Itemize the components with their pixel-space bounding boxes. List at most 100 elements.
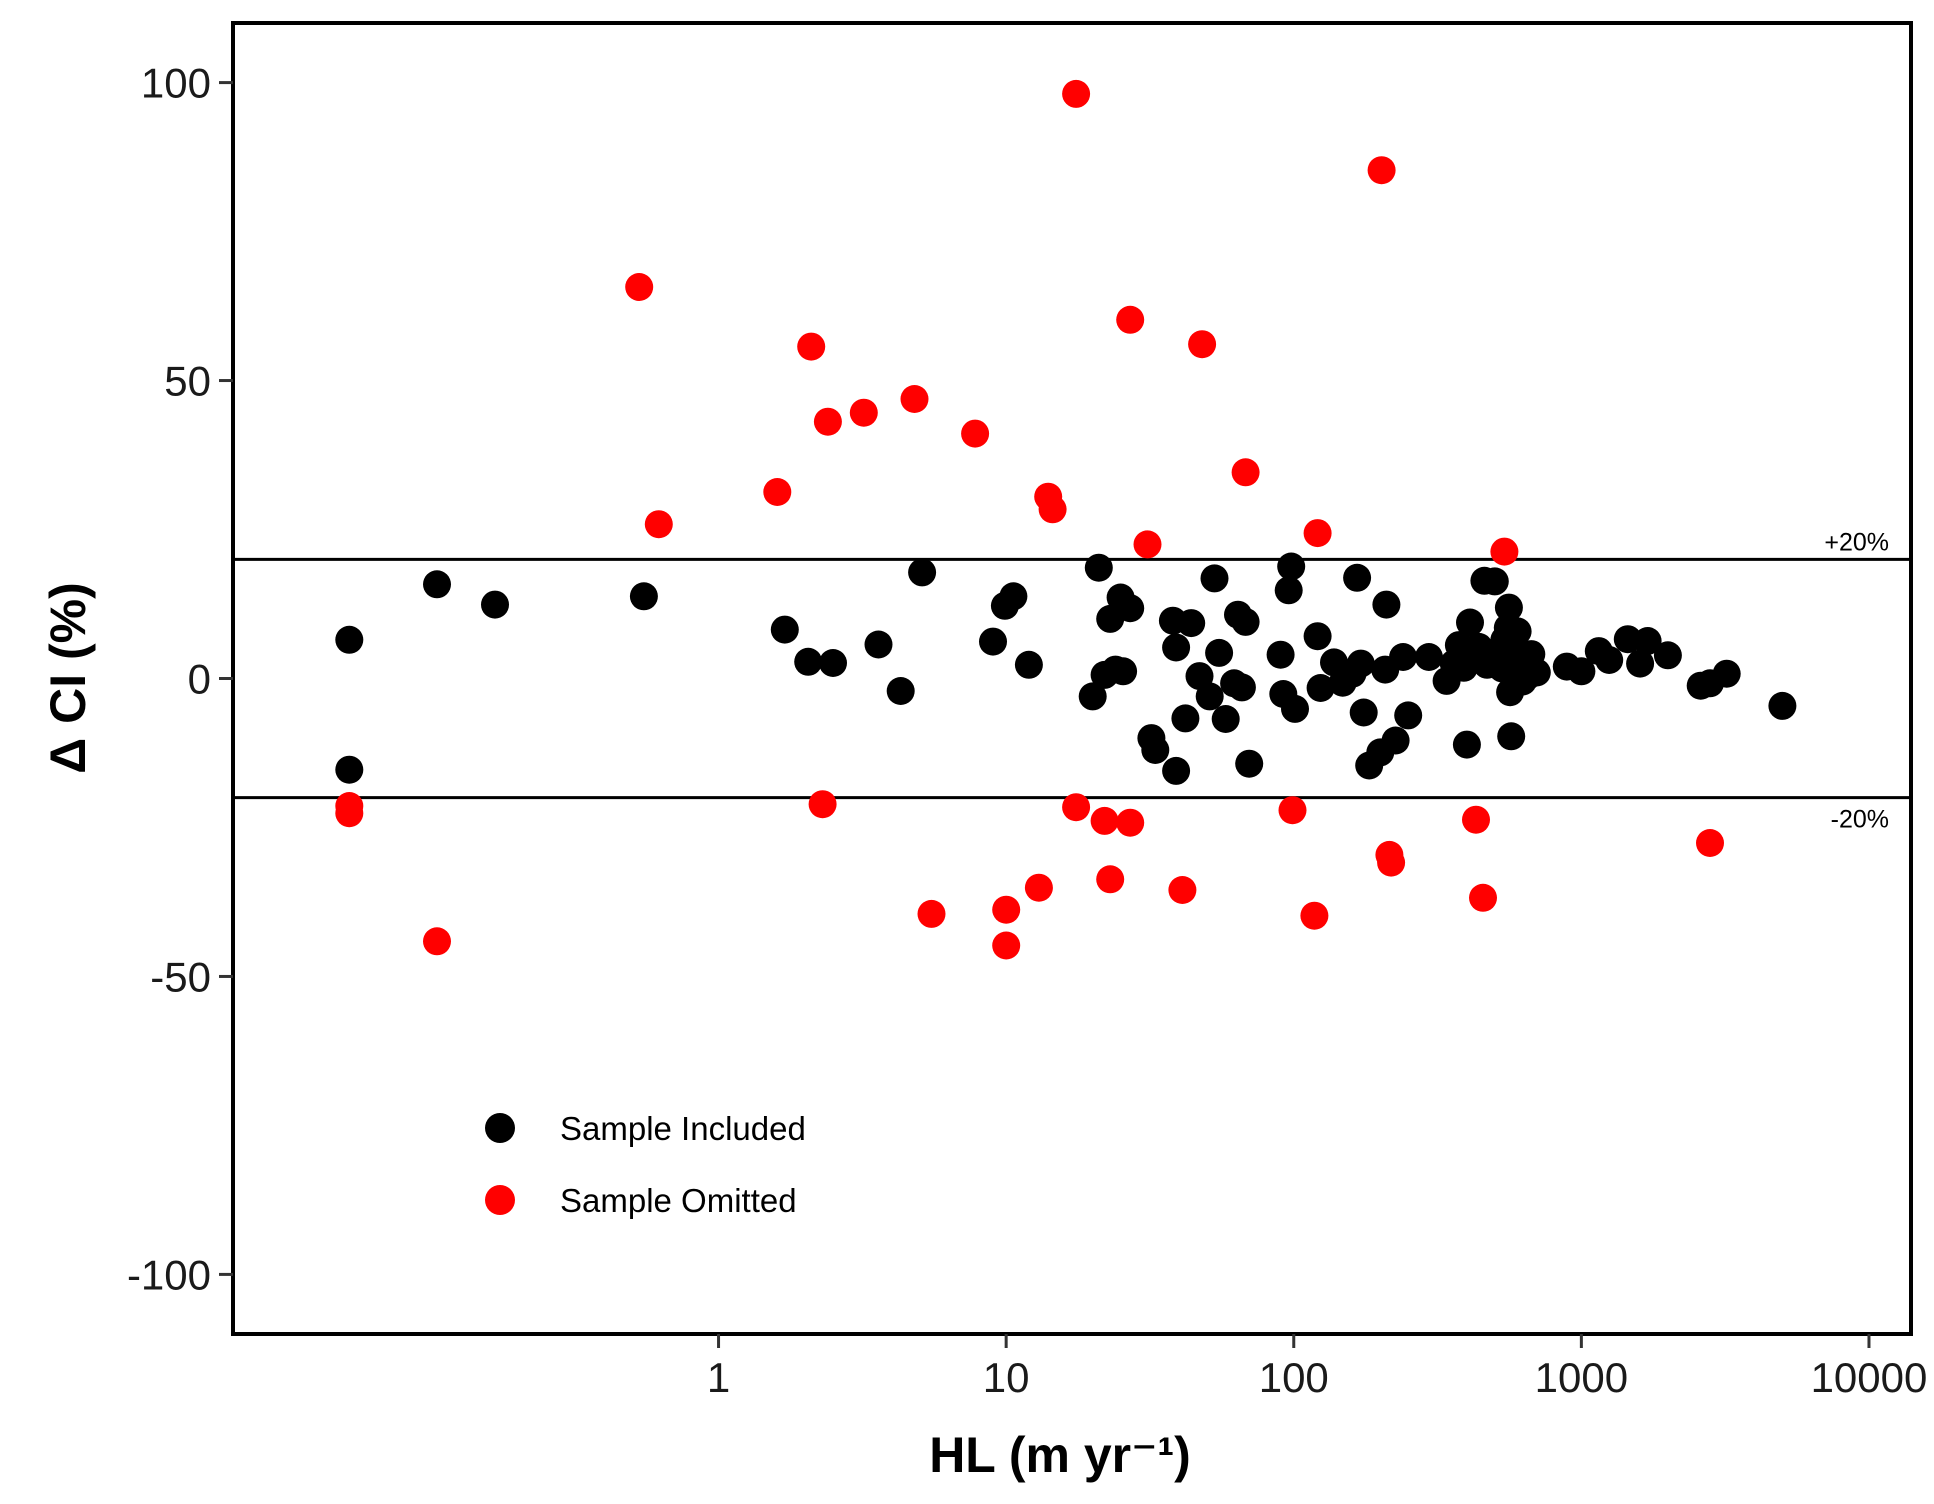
data-point xyxy=(1168,876,1197,904)
data-point xyxy=(1078,682,1107,711)
series-sample-included xyxy=(335,552,1797,785)
data-point xyxy=(1494,593,1523,622)
data-point xyxy=(335,799,364,828)
data-point xyxy=(1480,567,1509,596)
data-point xyxy=(886,677,915,705)
data-point xyxy=(1177,609,1206,638)
data-point xyxy=(1452,730,1481,759)
data-point xyxy=(1490,537,1519,566)
plot-area: +20% -20% xyxy=(233,79,1911,960)
data-point xyxy=(1389,643,1418,671)
legend-label: Sample Omitted xyxy=(560,1182,797,1219)
y-tick-label: -50 xyxy=(150,953,211,1000)
data-point xyxy=(1227,673,1256,702)
legend-label: Sample Included xyxy=(560,1110,806,1147)
data-point xyxy=(763,478,792,506)
data-point xyxy=(999,582,1028,611)
x-tick-label: 1000 xyxy=(1535,1354,1628,1401)
data-point xyxy=(1626,649,1655,678)
axes: 1 10 100 1000 10000 100 50 0 -50 -100 xyxy=(127,60,1927,1401)
data-point xyxy=(1133,530,1162,559)
data-point xyxy=(1211,705,1240,733)
x-tick-label: 100 xyxy=(1259,1354,1329,1401)
x-axis-title: HL (m yr⁻¹) xyxy=(929,1427,1191,1483)
data-point xyxy=(1281,694,1309,723)
data-point xyxy=(1109,657,1138,686)
data-point xyxy=(1162,633,1191,662)
data-point xyxy=(1367,156,1396,185)
data-point xyxy=(1414,643,1443,671)
y-axis-title: Δ CI (%) xyxy=(40,582,96,773)
data-point xyxy=(629,582,658,611)
data-point xyxy=(1497,722,1526,751)
data-point xyxy=(1394,701,1423,730)
data-point xyxy=(1084,553,1113,582)
data-point xyxy=(1306,674,1335,702)
y-tick-label: 100 xyxy=(141,60,211,107)
data-point xyxy=(1343,563,1372,592)
data-point xyxy=(1141,736,1170,764)
data-point xyxy=(900,385,929,413)
data-point xyxy=(808,790,837,819)
legend: Sample Included Sample Omitted xyxy=(485,1110,806,1219)
data-point xyxy=(813,407,842,436)
data-point xyxy=(335,755,364,784)
data-point xyxy=(908,558,937,587)
data-point xyxy=(1633,627,1662,655)
data-point xyxy=(1274,576,1303,605)
series-sample-omitted xyxy=(335,79,1724,960)
data-point xyxy=(794,647,823,676)
data-point xyxy=(864,630,893,659)
data-point xyxy=(1062,79,1091,108)
data-point xyxy=(1346,649,1375,678)
data-point xyxy=(979,627,1007,656)
data-point xyxy=(1195,682,1224,711)
data-point xyxy=(1062,793,1091,822)
x-tick-label: 10 xyxy=(983,1354,1030,1401)
data-point xyxy=(1349,698,1378,727)
data-point xyxy=(644,510,673,539)
data-point xyxy=(1200,564,1229,593)
data-point xyxy=(1278,796,1307,825)
data-point xyxy=(992,895,1021,924)
y-tick-label: 0 xyxy=(188,656,211,703)
data-point xyxy=(1377,848,1406,877)
legend-marker xyxy=(485,1113,515,1143)
data-point xyxy=(917,899,946,928)
data-point xyxy=(1696,829,1724,857)
data-point xyxy=(797,332,826,361)
reference-line-label: +20% xyxy=(1824,528,1889,556)
data-point xyxy=(1090,806,1119,835)
data-point xyxy=(1372,590,1401,619)
data-point xyxy=(1303,622,1332,651)
data-point xyxy=(961,419,990,448)
data-point xyxy=(1300,901,1329,930)
data-point xyxy=(1567,657,1596,686)
data-point xyxy=(1188,330,1217,359)
legend-marker xyxy=(485,1185,515,1215)
data-point xyxy=(1266,640,1295,669)
reference-line-label: -20% xyxy=(1831,806,1889,834)
y-tick-label: 50 xyxy=(164,358,211,405)
data-point xyxy=(1303,519,1332,548)
data-point xyxy=(1038,495,1067,524)
data-point xyxy=(1469,883,1497,912)
data-point xyxy=(770,615,799,644)
data-point xyxy=(481,590,509,619)
data-point xyxy=(1014,650,1043,679)
data-point xyxy=(1171,704,1200,733)
data-point xyxy=(1522,658,1551,687)
data-point xyxy=(1456,608,1484,637)
y-tick-label: -100 xyxy=(127,1251,211,1298)
data-point xyxy=(1381,726,1410,755)
data-point xyxy=(1231,458,1260,487)
x-tick-label: 1 xyxy=(707,1354,730,1401)
data-point xyxy=(1462,805,1490,834)
data-point xyxy=(1096,865,1125,894)
data-point xyxy=(1595,646,1624,674)
data-point xyxy=(1231,607,1260,636)
data-point xyxy=(423,570,451,599)
